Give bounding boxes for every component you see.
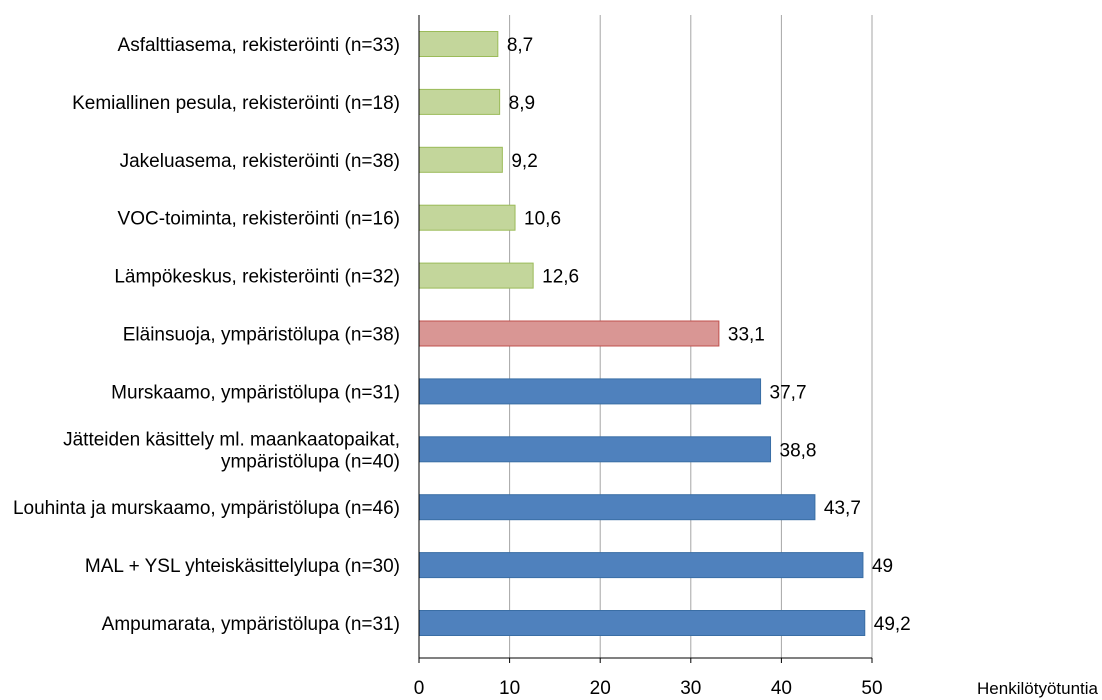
category-label: Asfalttiasema, rekisteröinti (n=33) xyxy=(118,35,400,56)
data-label: 49,2 xyxy=(874,614,911,635)
x-tick-label: 20 xyxy=(590,678,611,699)
category-label: Louhinta ja murskaamo, ympäristölupa (n=… xyxy=(13,498,400,519)
data-label: 8,9 xyxy=(509,93,535,114)
data-label: 49 xyxy=(872,556,893,577)
category-label: Murskaamo, ympäristölupa (n=31) xyxy=(111,382,400,403)
x-tick-label: 10 xyxy=(499,678,520,699)
bar xyxy=(418,204,516,231)
category-label: Jätteiden käsittely ml. maankaatopaikat,… xyxy=(63,429,400,472)
x-tick-label: 50 xyxy=(861,678,882,699)
category-label: VOC-toiminta, rekisteröinti (n=16) xyxy=(118,209,400,230)
bar xyxy=(418,31,499,57)
data-label: 43,7 xyxy=(824,498,861,519)
data-label: 37,7 xyxy=(770,382,807,403)
category-label: Ampumarata, ympäristölupa (n=31) xyxy=(102,614,400,635)
bar xyxy=(418,88,501,115)
value-labels: 8,7 8,9 9,2 10,6 12,6 33,1 37,7 38,8 43,7 49 49,2 xyxy=(507,35,911,635)
x-axis-title: Henkilötyötuntia xyxy=(977,679,1099,698)
bar xyxy=(418,494,816,521)
bar xyxy=(418,146,503,173)
data-label: 12,6 xyxy=(542,267,579,288)
x-tick-label: 0 xyxy=(414,678,425,699)
bar xyxy=(418,320,720,347)
x-tick-label: 30 xyxy=(680,678,701,699)
data-label: 33,1 xyxy=(728,325,765,346)
data-label: 9,2 xyxy=(511,151,537,172)
category-label: Eläinsuoja, ympäristölupa (n=38) xyxy=(123,325,400,346)
bar xyxy=(418,436,772,463)
category-labels: Asfalttiasema, rekisteröinti (n=33) Kemia… xyxy=(13,35,400,635)
category-label: MAL + YSL yhteiskäsittelylupa (n=30) xyxy=(85,556,400,577)
bar xyxy=(418,552,864,579)
x-axis xyxy=(418,15,873,663)
x-tick-label: 40 xyxy=(771,678,792,699)
bar xyxy=(418,378,762,405)
bar xyxy=(418,610,866,636)
data-label: 38,8 xyxy=(780,440,817,461)
category-label: Jakeluasema, rekisteröinti (n=38) xyxy=(120,151,400,172)
x-tick-labels: 0 10 20 30 40 50 xyxy=(414,678,883,699)
category-label: Kemiallinen pesula, rekisteröinti (n=18) xyxy=(72,93,400,114)
category-label: Lämpökeskus, rekisteröinti (n=32) xyxy=(114,267,400,288)
bar xyxy=(418,262,534,289)
data-label: 8,7 xyxy=(507,35,533,56)
data-label: 10,6 xyxy=(524,209,561,230)
bars xyxy=(418,31,866,636)
